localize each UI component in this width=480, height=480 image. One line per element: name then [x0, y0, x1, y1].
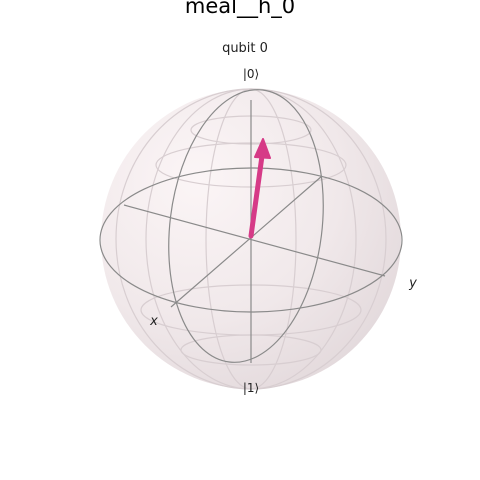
sphere-wireframe: [99, 89, 403, 363]
ket-zero-label: |0⟩: [243, 67, 259, 81]
longitude-line-c: [205, 88, 297, 390]
subtitle-qubit-label: qubit 0: [222, 41, 268, 56]
meridian-line: [168, 89, 324, 363]
ket-one-label: |1⟩: [243, 381, 259, 395]
x-axis-label: x: [149, 314, 158, 329]
figure-title: meal__h_0: [184, 0, 296, 18]
x-axis-line: [170, 175, 323, 308]
y-axis-line: [123, 204, 386, 277]
y-axis-label: y: [408, 276, 417, 291]
state-vector: [248, 138, 271, 239]
state-vector-shaft: [248, 153, 265, 239]
state-vector-arrowhead: [254, 138, 271, 159]
